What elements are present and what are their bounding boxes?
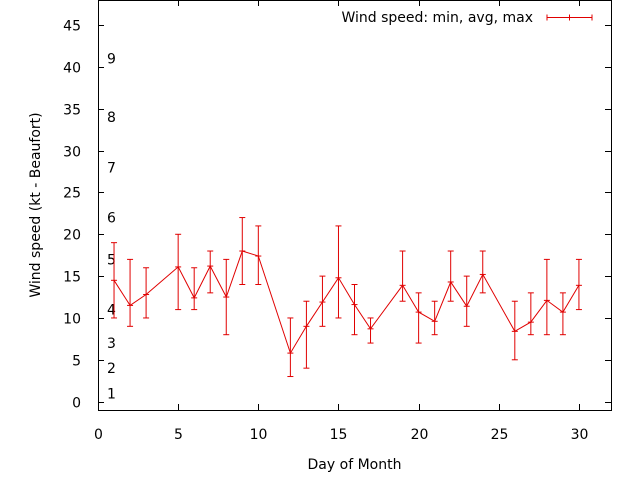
error-bar <box>111 242 118 319</box>
y-tick-label: 15 <box>63 270 81 286</box>
beaufort-label: 9 <box>107 52 116 68</box>
x-tick-label: 15 <box>330 427 348 443</box>
error-bar <box>207 250 214 294</box>
error-bar <box>543 258 550 336</box>
error-bar <box>479 250 486 294</box>
x-tick-label: 20 <box>411 427 429 443</box>
beaufort-label: 1 <box>107 386 116 402</box>
legend-sample <box>546 14 593 21</box>
error-bar <box>303 300 310 369</box>
error-bar <box>319 275 326 327</box>
error-bar <box>191 267 198 311</box>
error-bar <box>415 292 422 344</box>
error-bar <box>223 258 230 336</box>
y-tick-label: 10 <box>63 312 81 328</box>
beaufort-label: 4 <box>107 303 116 319</box>
x-tick-label: 0 <box>94 427 103 443</box>
y-tick-label: 20 <box>63 228 81 244</box>
y-tick-label: 45 <box>63 19 81 35</box>
error-bar <box>559 292 566 336</box>
plot-frame <box>98 0 612 411</box>
y-tick-label: 25 <box>63 186 81 202</box>
beaufort-scale: 1 2 3 4 5 6 7 8 9 <box>107 52 116 403</box>
error-bar <box>511 300 518 361</box>
x-axis: 0 5 10 15 20 25 30 <box>94 0 588 443</box>
x-tick-label: 25 <box>491 427 509 443</box>
beaufort-label: 6 <box>107 211 116 227</box>
beaufort-label: 7 <box>107 160 116 176</box>
error-bar <box>431 300 438 336</box>
avg-wind-line <box>113 250 580 355</box>
x-tick-label: 10 <box>250 427 268 443</box>
error-bar <box>255 225 262 285</box>
beaufort-label: 5 <box>107 252 116 268</box>
series-layer <box>111 217 582 378</box>
y-axis-title: Wind speed (kt - Beaufort) <box>28 112 44 297</box>
error-bar <box>287 317 294 378</box>
x-axis-title: Day of Month <box>308 457 402 473</box>
y-tick-label: 0 <box>72 396 81 412</box>
beaufort-label: 2 <box>107 361 116 377</box>
y-tick-label: 30 <box>63 145 81 161</box>
error-bar <box>351 283 358 336</box>
legend-label: Wind speed: min, avg, max <box>341 10 533 26</box>
error-bar <box>335 225 342 319</box>
y-tick-label: 35 <box>63 103 81 119</box>
error-bar <box>463 275 470 327</box>
y-tick-label: 5 <box>72 354 81 370</box>
beaufort-label: 8 <box>107 110 116 126</box>
error-bar <box>175 233 182 311</box>
x-tick-label: 30 <box>571 427 589 443</box>
error-bar <box>367 317 374 344</box>
error-bar <box>143 267 150 319</box>
error-bar <box>447 250 454 302</box>
error-bar <box>527 292 534 336</box>
error-bar <box>239 217 246 285</box>
error-bar <box>575 258 582 311</box>
x-tick-label: 5 <box>174 427 183 443</box>
legend: Wind speed: min, avg, max <box>341 10 593 26</box>
beaufort-label: 3 <box>107 336 116 352</box>
y-tick-label: 40 <box>63 61 81 77</box>
error-bar <box>399 250 406 302</box>
error-bar <box>127 258 134 327</box>
